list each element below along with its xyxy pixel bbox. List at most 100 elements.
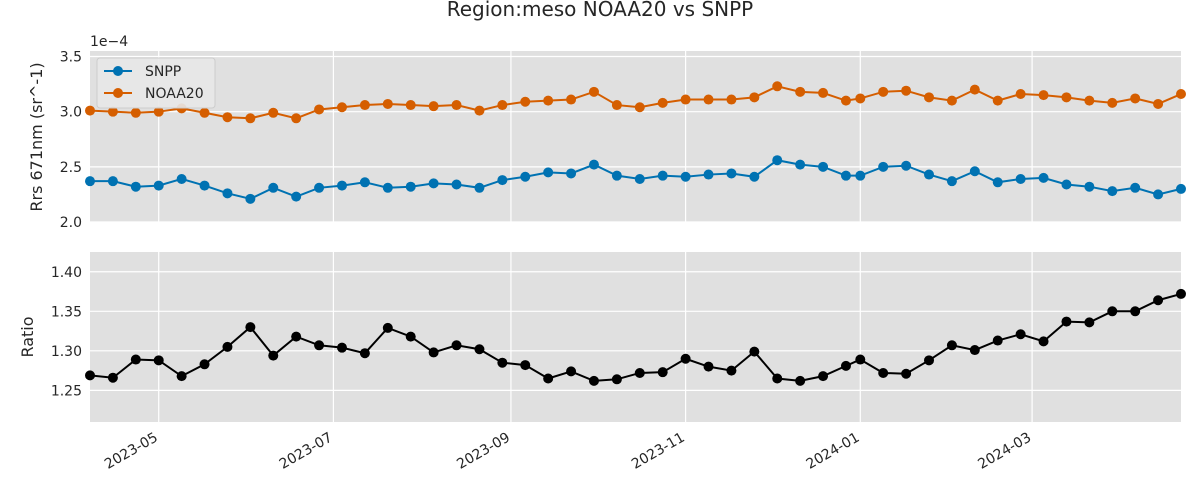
data-point-ratio xyxy=(405,331,416,342)
data-point-snpp xyxy=(840,170,851,181)
data-point-noaa20 xyxy=(795,86,806,97)
data-point-snpp xyxy=(657,170,668,181)
data-point-ratio xyxy=(680,353,691,364)
x-tick-label: 2024-01 xyxy=(804,430,863,473)
data-point-noaa20 xyxy=(703,94,714,105)
data-point-snpp xyxy=(611,170,622,181)
data-point-snpp xyxy=(130,181,141,192)
data-point-noaa20 xyxy=(1176,89,1186,100)
x-tick-label: 2024-03 xyxy=(975,430,1034,473)
data-point-ratio xyxy=(992,335,1003,346)
data-point-snpp xyxy=(749,171,760,182)
data-point-snpp xyxy=(107,176,118,187)
data-point-snpp xyxy=(878,161,889,172)
data-point-ratio xyxy=(566,366,577,377)
data-point-noaa20 xyxy=(291,113,302,124)
data-point-ratio xyxy=(520,360,531,371)
data-point-snpp xyxy=(451,179,462,190)
data-point-ratio xyxy=(611,374,622,385)
data-point-noaa20 xyxy=(901,85,912,96)
data-point-ratio xyxy=(946,340,957,351)
data-point-snpp xyxy=(969,166,980,177)
data-point-ratio xyxy=(1176,288,1186,299)
data-point-noaa20 xyxy=(726,94,737,105)
chart-title: Region:meso NOAA20 vs SNPP xyxy=(447,0,753,21)
data-point-ratio xyxy=(855,354,866,365)
data-point-ratio xyxy=(497,357,508,368)
data-point-ratio xyxy=(878,367,889,378)
data-point-ratio xyxy=(726,365,737,376)
data-point-snpp xyxy=(566,168,577,179)
data-point-ratio xyxy=(268,350,279,361)
data-point-noaa20 xyxy=(969,84,980,95)
data-point-ratio xyxy=(153,355,164,366)
data-point-snpp xyxy=(818,161,829,172)
data-point-noaa20 xyxy=(314,104,325,115)
data-point-snpp xyxy=(405,181,416,192)
y-tick-label: 2.5 xyxy=(60,160,82,176)
data-point-noaa20 xyxy=(520,96,531,107)
y-tick-label: 1.40 xyxy=(51,265,82,281)
data-point-snpp xyxy=(588,159,599,170)
data-point-noaa20 xyxy=(199,107,210,118)
data-point-noaa20 xyxy=(634,102,645,113)
data-point-noaa20 xyxy=(497,100,508,111)
y-tick-label: 1.30 xyxy=(51,344,82,360)
data-point-ratio xyxy=(1153,295,1164,306)
data-point-noaa20 xyxy=(992,95,1003,106)
data-point-noaa20 xyxy=(924,92,935,103)
data-point-ratio xyxy=(85,370,95,381)
data-point-ratio xyxy=(245,322,256,333)
data-point-noaa20 xyxy=(336,102,347,113)
data-point-snpp xyxy=(474,182,485,193)
data-point-noaa20 xyxy=(657,97,668,108)
data-point-ratio xyxy=(176,371,187,382)
data-point-noaa20 xyxy=(749,92,760,103)
bottom-y-axis-label: Ratio xyxy=(18,316,37,357)
data-point-ratio xyxy=(451,340,462,351)
data-point-snpp xyxy=(1107,186,1118,197)
data-point-snpp xyxy=(268,182,279,193)
data-point-noaa20 xyxy=(130,107,141,118)
data-point-noaa20 xyxy=(1153,98,1164,109)
data-point-noaa20 xyxy=(222,112,233,123)
data-point-noaa20 xyxy=(474,105,485,116)
data-point-ratio xyxy=(1084,317,1095,328)
data-point-noaa20 xyxy=(1061,92,1072,103)
data-point-snpp xyxy=(680,171,691,182)
data-point-ratio xyxy=(474,344,485,355)
data-point-snpp xyxy=(199,180,210,191)
data-point-snpp xyxy=(901,160,912,171)
data-point-noaa20 xyxy=(85,105,95,116)
legend-marker-snpp xyxy=(113,66,123,76)
data-point-snpp xyxy=(1130,182,1141,193)
data-point-ratio xyxy=(1130,306,1141,317)
data-point-ratio xyxy=(818,371,829,382)
data-point-snpp xyxy=(703,169,714,180)
data-point-noaa20 xyxy=(382,98,393,109)
data-point-ratio xyxy=(336,342,347,353)
legend-label-snpp: SNPP xyxy=(145,64,181,80)
data-point-ratio xyxy=(199,359,210,370)
data-point-noaa20 xyxy=(245,113,256,124)
data-point-snpp xyxy=(382,182,393,193)
data-point-ratio xyxy=(703,361,714,372)
data-point-snpp xyxy=(924,169,935,180)
top-panel: 2.0 2.5 3.0 3.5 Rrs 671nm (sr^-1) 1e−4 SNPP… xyxy=(27,34,1186,231)
data-point-ratio xyxy=(107,372,118,383)
data-point-snpp xyxy=(634,173,645,184)
data-point-noaa20 xyxy=(946,95,957,106)
bottom-panel: 1.25 1.30 1.35 1.40 Ratio 2023-05 2023-07 202… xyxy=(18,252,1186,473)
data-point-ratio xyxy=(359,348,370,359)
data-point-snpp xyxy=(855,170,866,181)
data-point-ratio xyxy=(314,340,325,351)
data-point-snpp xyxy=(497,175,508,186)
data-point-snpp xyxy=(222,188,233,199)
data-point-noaa20 xyxy=(1084,95,1095,106)
data-point-ratio xyxy=(130,354,141,365)
data-point-ratio xyxy=(749,346,760,357)
data-point-ratio xyxy=(634,367,645,378)
data-point-noaa20 xyxy=(878,86,889,97)
data-point-snpp xyxy=(772,155,783,166)
